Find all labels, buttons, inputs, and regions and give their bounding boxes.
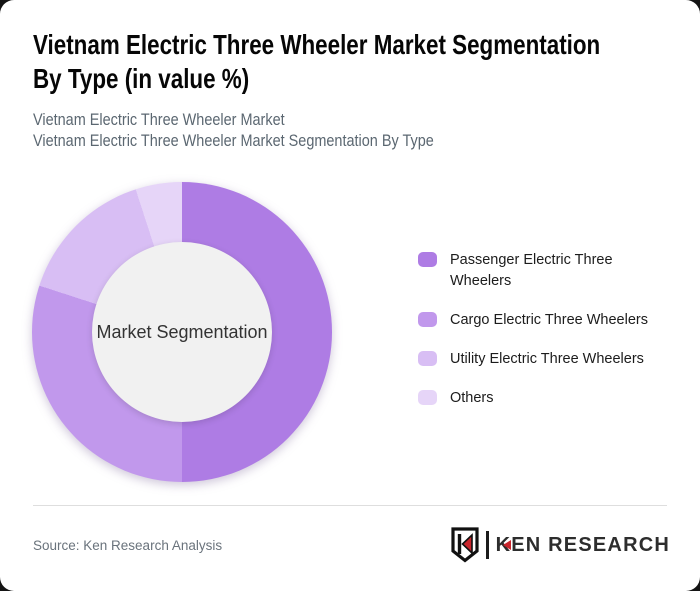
page-title: Vietnam Electric Three Wheeler Market Se…	[33, 28, 600, 96]
page-title-line2: By Type (in value %)	[33, 63, 250, 94]
legend-item[interactable]: Passenger Electric Three Wheelers	[418, 250, 676, 292]
legend-label: Utility Electric Three Wheelers	[450, 351, 644, 367]
legend-item[interactable]: Utility Electric Three Wheelers	[418, 349, 676, 370]
source-text: Source: Ken Research Analysis	[33, 538, 223, 553]
ken-research-logo: KEN RESEARCH	[450, 527, 670, 563]
legend-item[interactable]: Cargo Electric Three Wheelers	[418, 310, 676, 331]
legend-swatch	[418, 390, 437, 405]
donut-chart[interactable]: Market Segmentation	[32, 182, 332, 482]
legend-swatch	[418, 351, 437, 366]
logo-separator	[485, 531, 489, 559]
page-title-line1: Vietnam Electric Three Wheeler Market Se…	[33, 29, 601, 60]
logo-red-triangle-icon	[502, 539, 511, 550]
chart-subtitle-line2: Vietnam Electric Three Wheeler Market Se…	[33, 131, 434, 150]
legend-item[interactable]: Others	[418, 388, 676, 409]
logo-text: KEN RESEARCH	[495, 533, 670, 556]
footer-divider	[33, 505, 667, 506]
chart-subtitle-line1: Vietnam Electric Three Wheeler Market	[33, 110, 285, 129]
legend-label: Cargo Electric Three Wheelers	[450, 312, 648, 328]
legend-label: Passenger Electric Three Wheelers	[450, 252, 613, 289]
legend-swatch	[418, 312, 437, 327]
chart-subtitle: Vietnam Electric Three Wheeler Market Vi…	[33, 109, 434, 151]
legend-swatch	[418, 252, 437, 267]
ken-research-badge-icon	[450, 527, 479, 563]
legend-label: Others	[450, 390, 494, 406]
donut-hole: Market Segmentation	[92, 242, 272, 422]
legend: Passenger Electric Three Wheelers Cargo E…	[418, 250, 676, 409]
donut-center-label: Market Segmentation	[96, 321, 268, 342]
